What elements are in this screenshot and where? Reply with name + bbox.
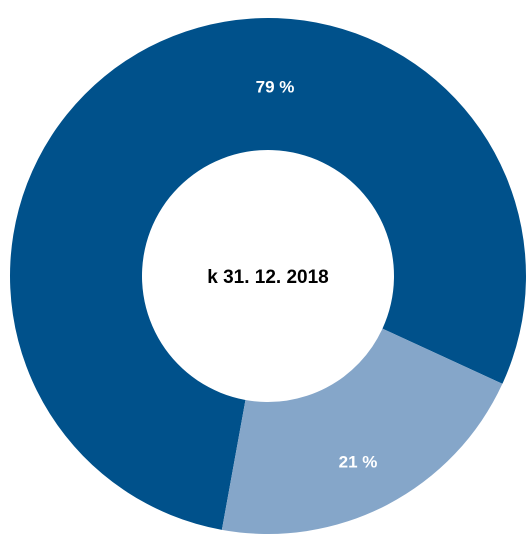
center-label: k 31. 12. 2018: [207, 267, 329, 288]
value-label: 79 %: [256, 77, 295, 96]
slices: [9, 17, 526, 534]
slice: [221, 328, 503, 534]
value-label: 21 %: [339, 452, 378, 471]
slice: [9, 17, 526, 530]
